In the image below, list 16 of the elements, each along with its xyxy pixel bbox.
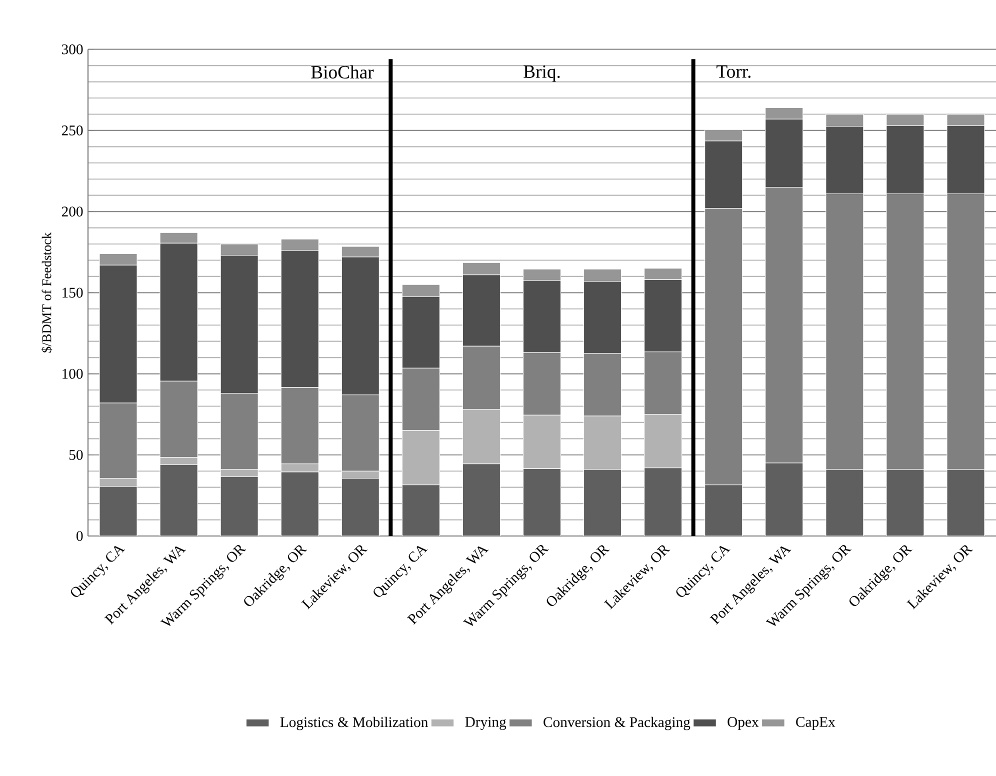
y-tick-label: 300 <box>62 44 83 54</box>
legend-label: Conversion & Packaging <box>544 716 690 730</box>
y-tick-label: 150 <box>62 288 83 298</box>
y-axis-title: $/BDMT of Feedstock <box>41 232 52 352</box>
y-tick-label: 50 <box>69 450 83 460</box>
y-tick-label: 250 <box>62 126 83 136</box>
legend-label: Logistics & Mobilization <box>280 716 428 730</box>
annotation: Briq. <box>524 65 560 82</box>
annotation: Torr. <box>716 65 750 78</box>
legend-label: CapEx <box>796 717 836 730</box>
y-tick-label: 0 <box>76 531 83 541</box>
legend-label: Drying <box>465 717 506 730</box>
legend-label: Opex <box>728 717 759 730</box>
y-tick-label: 100 <box>62 368 83 379</box>
annotation: BioChar <box>311 65 374 79</box>
y-tick-label: 200 <box>62 206 83 217</box>
